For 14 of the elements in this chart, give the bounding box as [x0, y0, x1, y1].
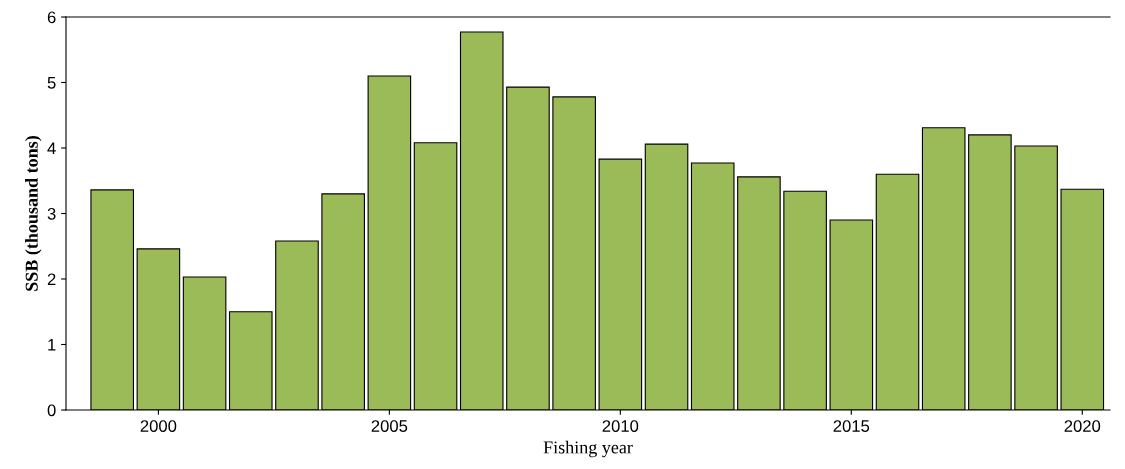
x-axis-title: Fishing year: [543, 440, 633, 458]
x-tick-label: 2005: [371, 420, 408, 432]
y-tick-label: 4: [47, 142, 56, 155]
y-tick-label: 0: [47, 404, 56, 417]
x-tick-label: 2020: [1064, 420, 1101, 432]
y-tick-label: 6: [47, 11, 56, 24]
y-tick-label: 5: [47, 77, 56, 89]
x-tick-label: 2010: [602, 420, 639, 432]
x-tick-label: 2015: [833, 420, 870, 432]
y-tick-label: 1: [48, 339, 56, 351]
x-tick-label: 2000: [140, 420, 177, 432]
y-tick-label: 2: [47, 273, 56, 286]
y-axis-title: SSB (thousand tons): [25, 136, 42, 291]
y-tick-label: 3: [47, 207, 56, 220]
